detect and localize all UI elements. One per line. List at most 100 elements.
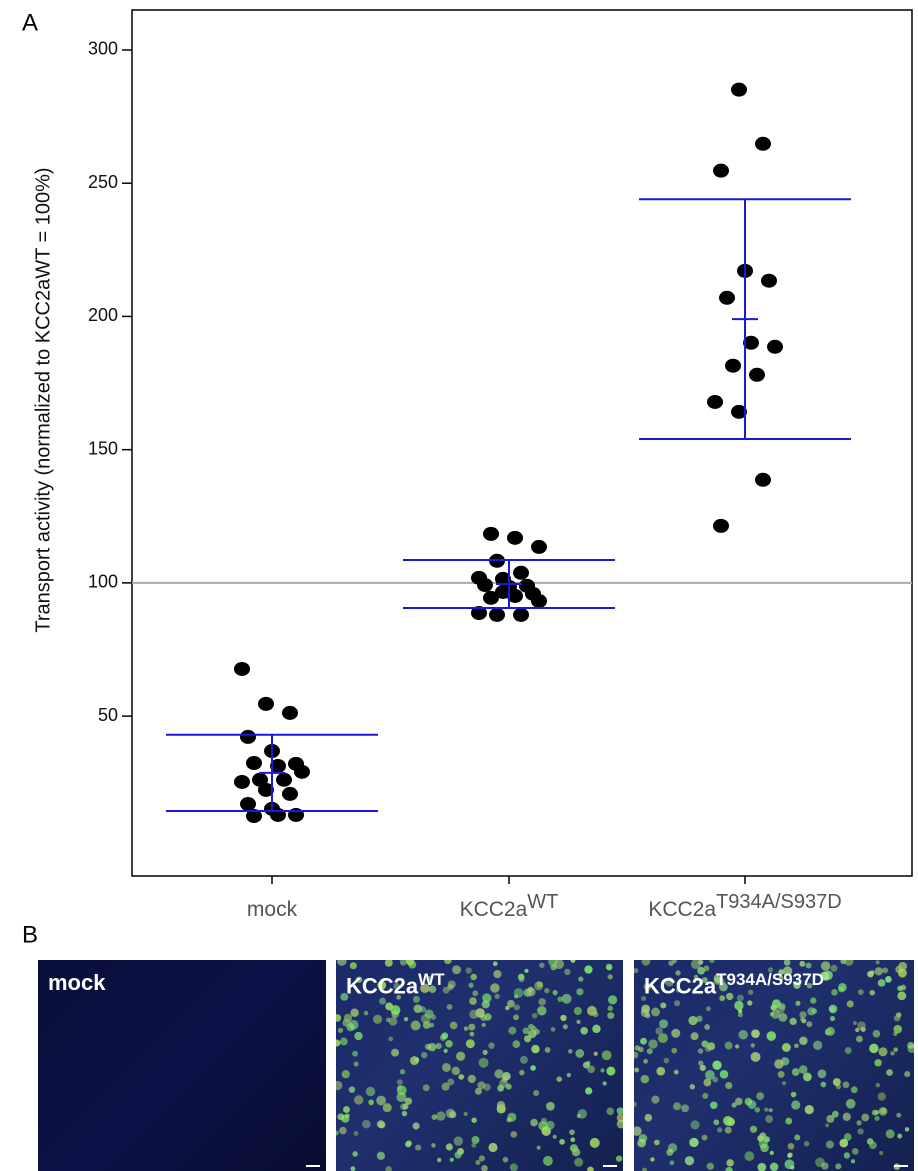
panel-label: A [22, 9, 38, 36]
data-point [519, 578, 535, 593]
cell [795, 1000, 801, 1006]
cell [850, 1159, 856, 1164]
cell [552, 1134, 557, 1139]
cell [343, 1106, 350, 1114]
cell [838, 983, 847, 992]
cell [559, 1138, 565, 1145]
cell [689, 1137, 699, 1148]
cell [337, 1027, 344, 1034]
cell [505, 1005, 510, 1011]
cell [431, 1143, 436, 1148]
cell [513, 988, 524, 998]
cell [747, 1100, 757, 1109]
cell [340, 992, 349, 1001]
cell [673, 1069, 679, 1075]
cell [769, 1162, 779, 1171]
cell [336, 960, 347, 966]
micrograph: KCC2aWT [336, 960, 623, 1171]
cell [811, 1008, 818, 1014]
cell [376, 1151, 386, 1160]
micrograph: KCC2aT934A/S937D [634, 960, 914, 1171]
cell [552, 990, 558, 996]
cell [750, 1043, 755, 1048]
data-point [246, 756, 262, 771]
cell [806, 1021, 813, 1028]
cell [830, 964, 838, 972]
data-point [767, 339, 783, 354]
cell [826, 1114, 835, 1123]
data-point [495, 584, 511, 599]
cell [826, 1026, 835, 1036]
data-point [276, 772, 292, 787]
cell [576, 1019, 581, 1024]
cell [874, 967, 883, 976]
cell [835, 1163, 842, 1170]
image-label: KCC2aWT [346, 970, 445, 999]
cell [840, 960, 847, 965]
cell [538, 1120, 548, 1131]
cell [765, 1115, 774, 1124]
cell [560, 1014, 567, 1022]
data-point [743, 335, 759, 350]
cell [385, 1166, 392, 1171]
cell [376, 1095, 387, 1106]
cell [710, 1101, 718, 1110]
data-point [755, 136, 771, 151]
cell [641, 960, 651, 966]
cell [875, 960, 880, 965]
cell [787, 1152, 793, 1158]
cell [471, 1117, 477, 1123]
cell [570, 1137, 576, 1143]
cell [496, 1100, 506, 1110]
cell [481, 1022, 486, 1028]
cell [350, 1166, 356, 1171]
cell [428, 985, 437, 993]
cell [412, 995, 420, 1003]
cell [475, 1159, 481, 1166]
cell [875, 1082, 881, 1088]
cell [719, 1070, 729, 1079]
data-point [246, 809, 262, 824]
cell [878, 1047, 888, 1057]
cell [821, 1162, 829, 1170]
cell [458, 1074, 465, 1080]
cell [562, 1024, 568, 1030]
cell [469, 1009, 479, 1019]
cell [446, 1003, 453, 1010]
cell [634, 1067, 640, 1073]
cell [904, 1071, 911, 1078]
cell [726, 1159, 734, 1167]
cell [734, 1097, 743, 1106]
cell [845, 1098, 856, 1109]
cell [825, 1140, 834, 1149]
category-name: mock [247, 898, 298, 921]
cell [336, 1039, 341, 1047]
cell [463, 1111, 468, 1116]
cell [538, 998, 546, 1006]
cell [545, 1101, 555, 1111]
cell [851, 1148, 859, 1155]
cell [766, 1031, 776, 1041]
cell [874, 1115, 880, 1121]
cell [354, 1031, 363, 1041]
cell [606, 1066, 616, 1076]
cell [750, 1051, 761, 1062]
cell [689, 1084, 696, 1090]
cell [798, 1065, 808, 1074]
image-label-text: KCC2a [644, 973, 717, 999]
cell [378, 1121, 386, 1129]
cell [445, 1108, 456, 1119]
cell [882, 967, 889, 974]
cell [757, 1162, 767, 1171]
cell [365, 1086, 376, 1097]
data-point [507, 588, 523, 603]
cell [893, 1031, 898, 1037]
y-axis-label: Transport activity (normalized to KCC2aW… [32, 167, 54, 632]
cell [802, 1072, 812, 1082]
cell [561, 993, 572, 1004]
cell [445, 1143, 453, 1151]
cell [769, 1150, 774, 1156]
cell [850, 1086, 858, 1094]
data-point [483, 526, 499, 541]
cell [643, 1059, 648, 1064]
